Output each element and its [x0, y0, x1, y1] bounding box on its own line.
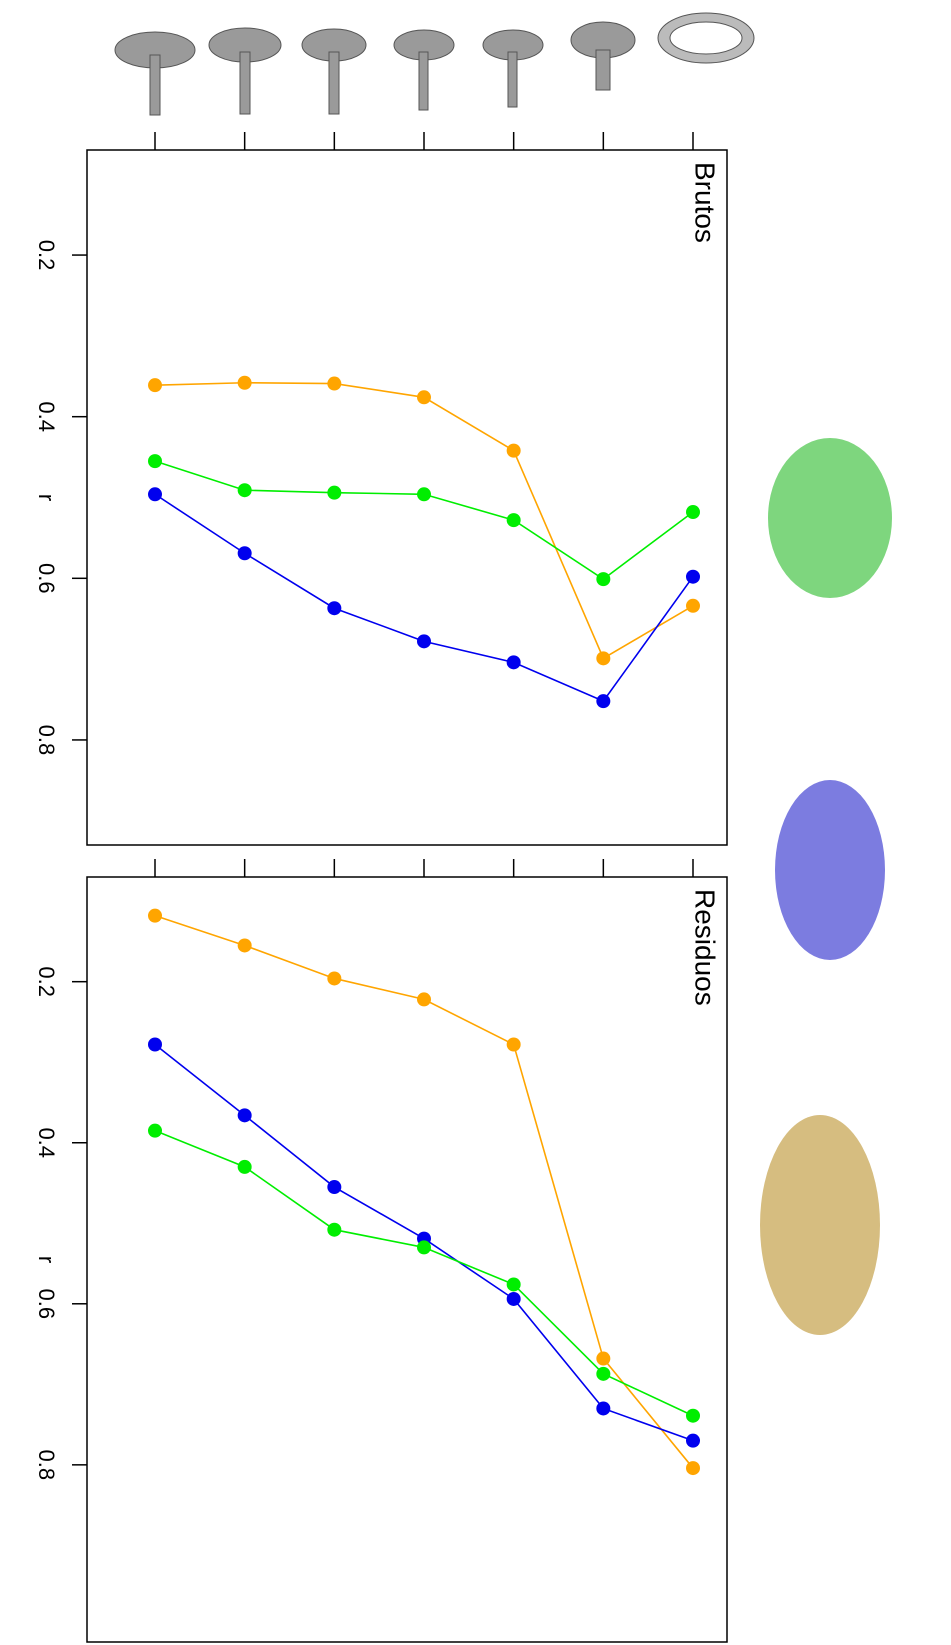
data-point — [506, 513, 521, 528]
data-point — [596, 694, 611, 709]
data-point — [148, 454, 162, 469]
data-point — [327, 601, 342, 616]
data-point — [506, 655, 521, 670]
data-point — [596, 1351, 611, 1366]
data-point — [148, 1037, 162, 1052]
data-point — [327, 1180, 342, 1195]
panel-title: Brutos — [690, 162, 721, 243]
data-point — [417, 634, 431, 649]
y-tick-label: 0.4 — [34, 401, 59, 432]
data-point — [506, 1037, 521, 1052]
series-line — [154, 460, 694, 581]
y-tick-label: 0.8 — [34, 1450, 59, 1481]
data-point — [237, 938, 252, 953]
series-line — [154, 1129, 694, 1417]
plot-frame — [86, 149, 728, 846]
y-axis-label: r — [34, 1256, 59, 1263]
data-point — [327, 1222, 342, 1237]
y-tick-label: 0.2 — [34, 966, 59, 997]
data-point — [237, 375, 252, 390]
data-point — [237, 1108, 252, 1123]
data-point — [596, 1401, 611, 1416]
y-axis-label: r — [34, 494, 59, 501]
data-point — [417, 390, 431, 405]
plots: 0.2 0.4 0.6 0.8 r Brutos 0.2 0.4 0.6 0.8 r Residuos — [34, 132, 728, 1643]
data-point — [237, 483, 252, 498]
y-tick-label: 0.8 — [34, 725, 59, 756]
data-point — [148, 1123, 162, 1138]
skull-icons — [760, 438, 892, 1335]
series-line — [154, 493, 694, 703]
data-point — [686, 1433, 700, 1448]
data-point — [596, 651, 611, 666]
data-point — [148, 378, 162, 393]
data-point — [327, 376, 342, 391]
data-point — [417, 487, 431, 502]
y-tick-label: 0.6 — [34, 563, 59, 594]
data-point — [686, 598, 700, 613]
series-line — [154, 381, 694, 660]
panel-title: Residuos — [690, 889, 721, 1006]
data-point — [596, 1366, 611, 1381]
data-point — [417, 1240, 431, 1255]
data-point — [327, 971, 342, 986]
data-point — [237, 546, 252, 561]
data-point — [237, 1159, 252, 1174]
data-point — [596, 572, 611, 587]
data-point — [506, 1291, 521, 1306]
data-point — [506, 1277, 521, 1292]
plot-frame — [86, 876, 728, 1643]
data-point — [686, 505, 700, 520]
data-point — [148, 908, 162, 923]
y-tick-label: 0.6 — [34, 1288, 59, 1319]
y-tick-label: 0.2 — [34, 240, 59, 271]
data-point — [686, 1408, 700, 1423]
data-point — [148, 487, 162, 502]
data-point — [417, 992, 431, 1007]
vertebra-icons — [114, 12, 755, 116]
data-point — [686, 569, 700, 584]
data-point — [686, 1461, 700, 1476]
data-point — [327, 485, 342, 500]
data-point — [506, 443, 521, 458]
y-tick-label: 0.4 — [34, 1127, 59, 1158]
